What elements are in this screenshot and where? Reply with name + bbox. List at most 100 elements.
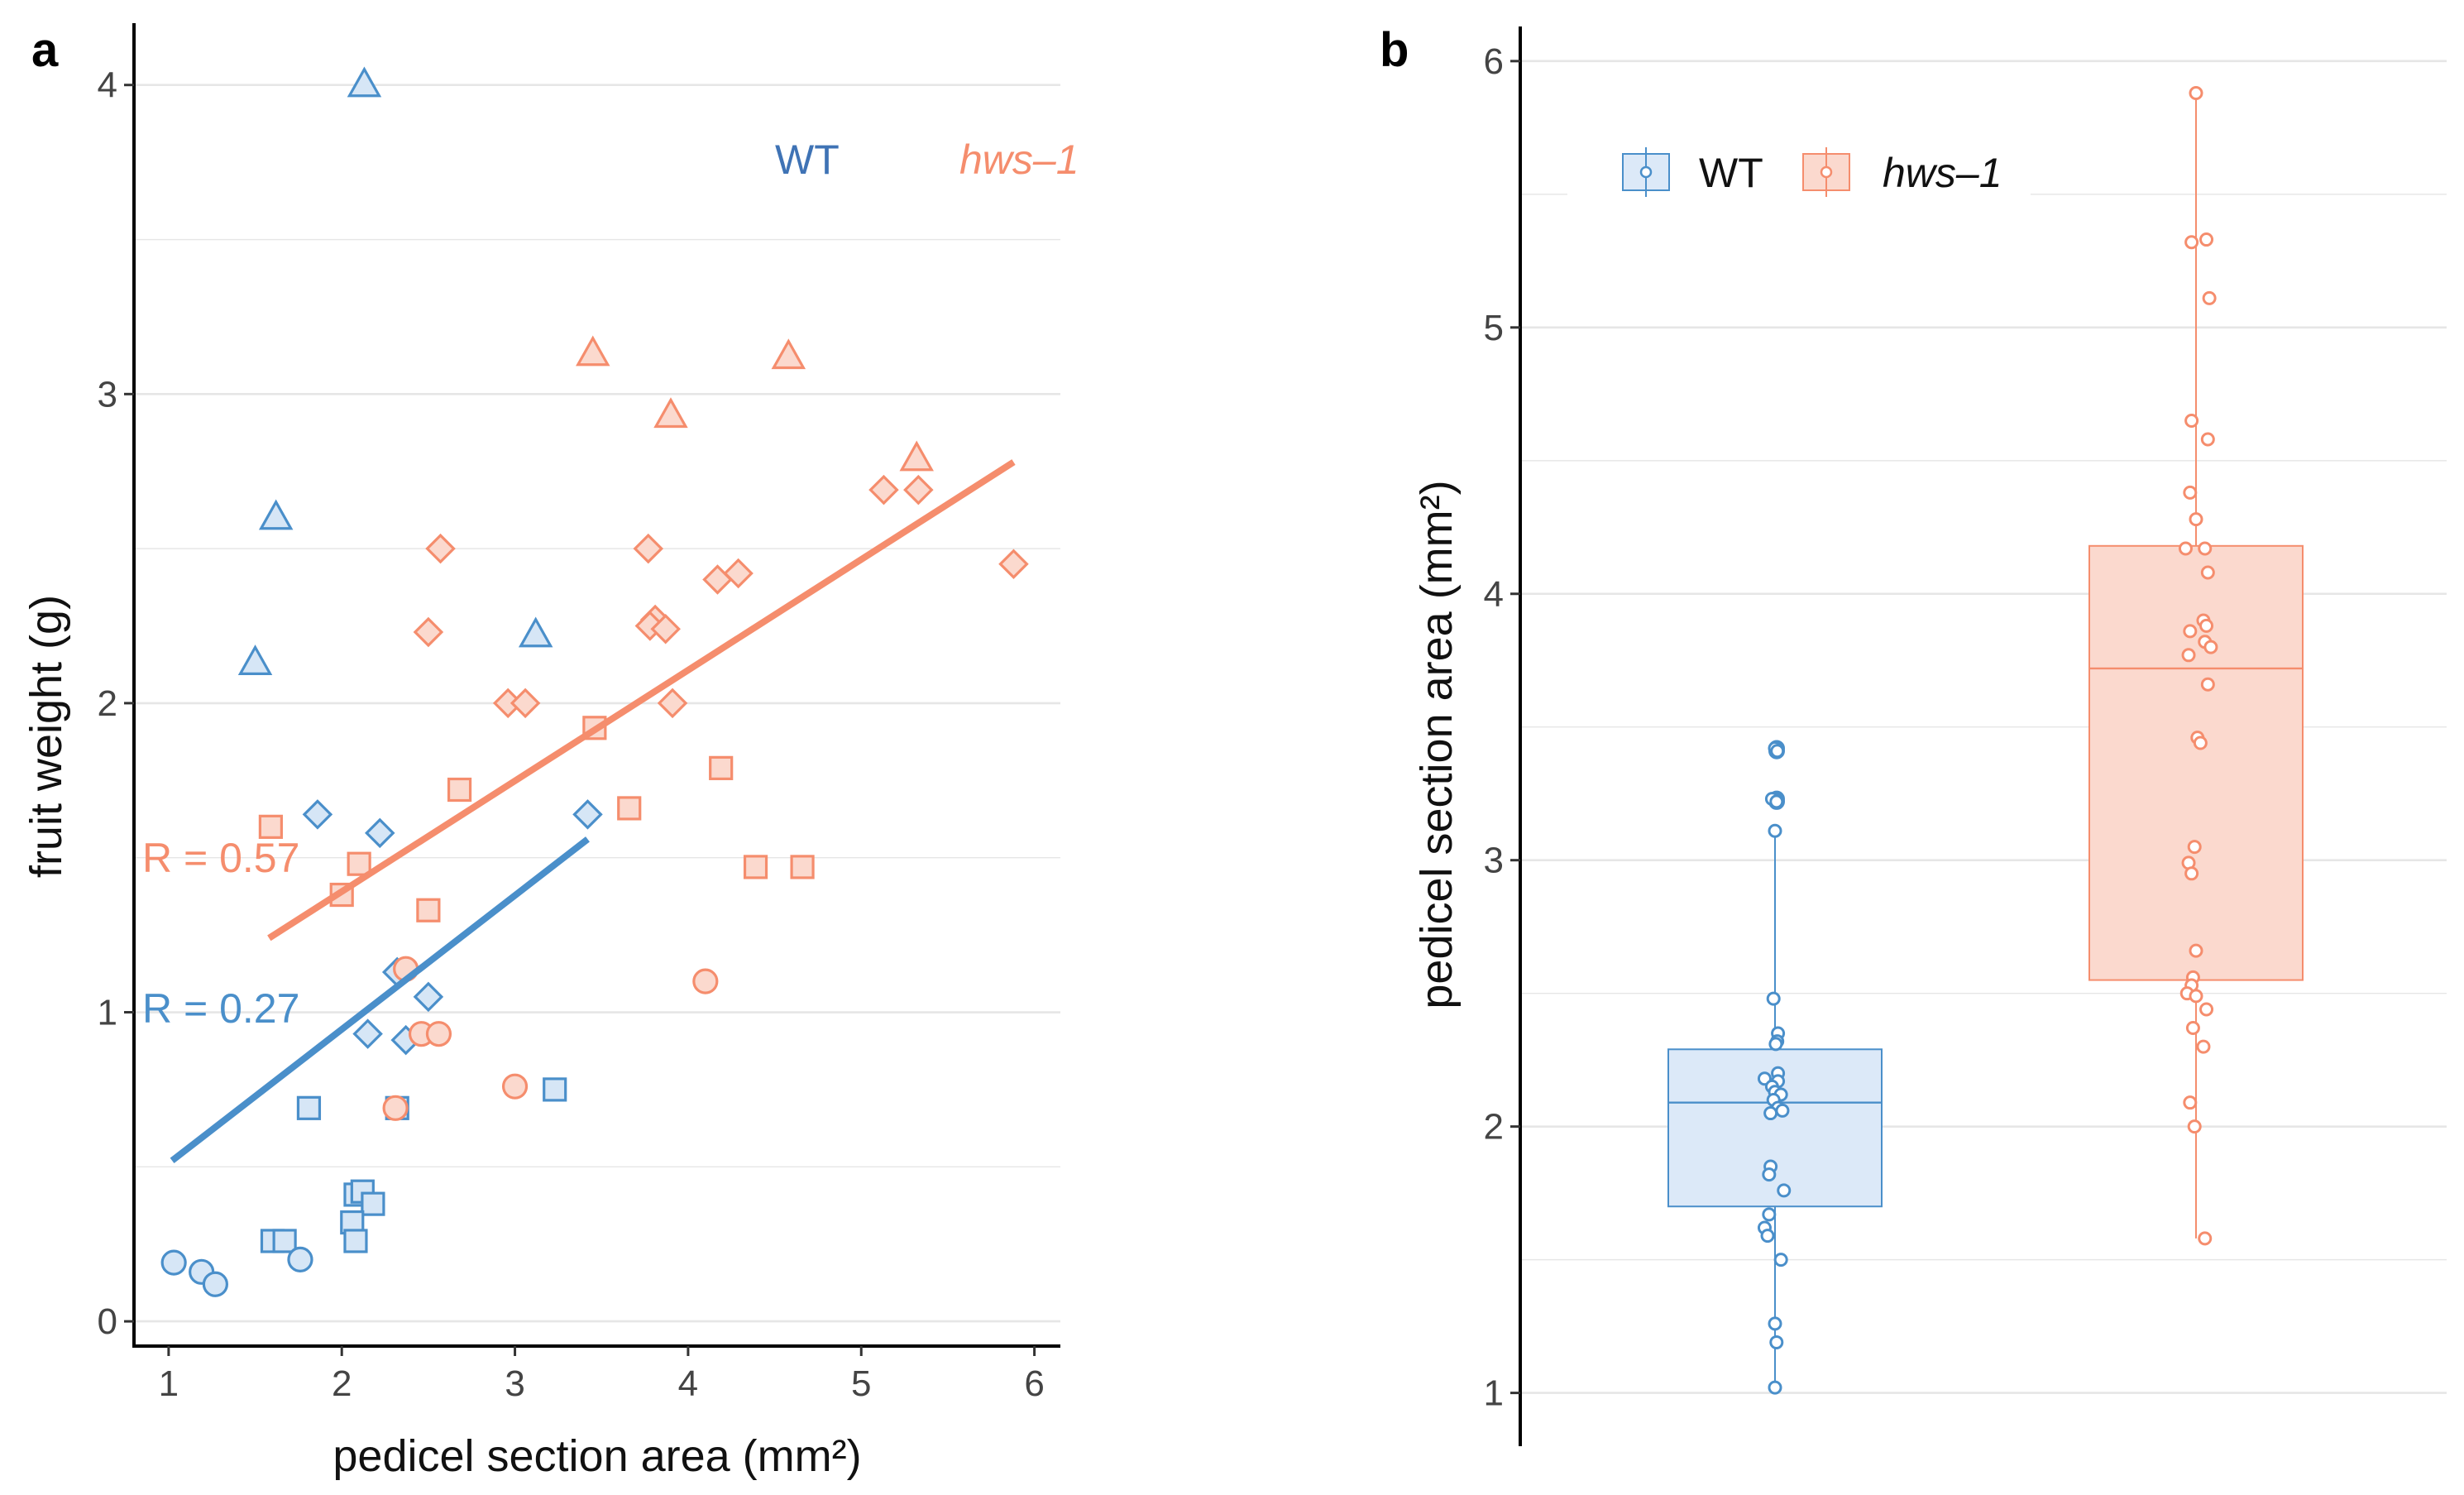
jitter-point-wt: [1768, 1380, 1782, 1395]
legend-key-dot: [1639, 165, 1653, 179]
panel-a-points: [160, 66, 1029, 1297]
jitter-point-wt: [1760, 1229, 1775, 1243]
point-hws-circle: [501, 1073, 529, 1100]
point-wt-circle: [160, 1249, 187, 1276]
point-wt-square: [296, 1095, 322, 1120]
legend-label-hws: hws–1: [959, 137, 1079, 183]
point-wt-triangle: [347, 66, 382, 98]
jitter-point-wt: [1766, 991, 1781, 1006]
jitter-point-hws: [2189, 943, 2203, 958]
point-wt-circle: [287, 1246, 313, 1272]
point-hws-diamond: [657, 688, 688, 719]
jitter-point-hws: [2184, 866, 2199, 881]
panel-a-x-tick-label: 3: [505, 1363, 524, 1404]
panel-a-y-axis-title: fruit weight (g): [22, 595, 71, 878]
panel-a-y-tick-label: 0: [98, 1301, 117, 1342]
jitter-point-wt: [1777, 1183, 1792, 1198]
jitter-point-hws: [2200, 432, 2215, 447]
legend-key-hws: [1802, 147, 1850, 197]
panel-a-axes: [132, 23, 1060, 1348]
jitter-point-hws: [2199, 618, 2214, 633]
point-hws-circle: [425, 1021, 452, 1047]
point-wt-triangle: [258, 499, 294, 530]
panel-b-legend: WT hws–1: [1567, 147, 2031, 204]
jitter-point-hws: [2203, 640, 2218, 654]
point-wt-square: [361, 1191, 385, 1216]
panel-a-ticks: 0 1 2 3 4 1 2 3 4 5 6: [98, 65, 1045, 1404]
point-hws-square: [743, 855, 768, 879]
legend-label-wt: WT: [1699, 150, 1763, 196]
jitter-point-hws: [2178, 541, 2193, 556]
legend-label-wt: WT: [775, 137, 840, 183]
r-label-hws: R = 0.57: [142, 835, 299, 881]
panel-b-y-tick-label: 3: [1484, 841, 1504, 881]
point-wt-diamond: [413, 981, 444, 1013]
panel-a-fit-lines: [170, 459, 1016, 1164]
panel-b-ticks: 1 2 3 4 5 6: [1484, 41, 1520, 1414]
panel-a-y-tick-label: 1: [98, 993, 117, 1033]
point-hws-square: [416, 898, 441, 922]
jitter-point-hws: [2200, 677, 2215, 692]
panel-a-y-tick-label: 2: [98, 683, 117, 724]
point-wt-square: [543, 1077, 567, 1102]
point-hws-square: [447, 777, 472, 803]
legend-key-wt: [1622, 147, 1670, 197]
point-hws-diamond: [633, 533, 664, 564]
point-hws-diamond: [702, 564, 733, 595]
point-hws-diamond: [413, 616, 444, 648]
fit-line-wt: [170, 836, 590, 1164]
panel-a-x-tick-label: 2: [332, 1363, 352, 1404]
jitter-point-hws: [2183, 1095, 2198, 1110]
jitter-point-hws: [2187, 1119, 2202, 1134]
point-hws-diamond: [425, 533, 456, 564]
point-hws-diamond: [868, 474, 899, 506]
point-wt-square: [343, 1229, 368, 1253]
jitter-point-hws: [2189, 989, 2203, 1004]
jitter-point-hws: [2183, 624, 2198, 639]
fit-line-hws: [267, 459, 1016, 942]
jitter-point-hws: [2193, 736, 2208, 750]
jitter-point-wt: [1763, 1106, 1778, 1121]
jitter-point-hws: [2196, 1039, 2211, 1054]
box-hws: [2088, 544, 2304, 981]
panel-a-grid: [134, 84, 1060, 1323]
jitter-point-wt: [1773, 1253, 1788, 1267]
jitter-point-hws: [2202, 290, 2217, 305]
jitter-point-hws: [2189, 85, 2203, 100]
jitter-point-hws: [2185, 1021, 2200, 1036]
jitter-point-hws: [2198, 541, 2213, 556]
jitter-point-hws: [2199, 232, 2214, 247]
panel-b: b 1 2 3 4 5 6 WT hws–1 pedicel section area (…: [1380, 23, 2447, 1446]
point-hws-triangle: [771, 338, 806, 370]
panel-a-x-tick-label: 6: [1024, 1363, 1044, 1404]
panel-a-tag: a: [31, 23, 59, 77]
panel-a-x-tick-label: 4: [678, 1363, 698, 1404]
point-hws-diamond: [510, 688, 541, 719]
point-hws-square: [709, 755, 734, 780]
jitter-point-wt: [1762, 1167, 1777, 1182]
panel-a-x-axis-title: pedicel section area (mm²): [333, 1431, 861, 1481]
jitter-point-wt: [1775, 1103, 1790, 1118]
point-wt-diamond: [365, 817, 395, 849]
point-hws-diamond: [998, 549, 1029, 580]
r-label-wt: R = 0.27: [142, 985, 299, 1032]
jitter-point-hws: [2184, 235, 2199, 250]
jitter-point-hws: [2199, 1002, 2214, 1017]
point-wt-diamond: [572, 799, 603, 830]
point-hws-square: [790, 855, 815, 879]
legend-label-hws: hws–1: [1883, 150, 2002, 196]
point-hws-triangle: [653, 397, 688, 429]
panel-a-y-tick-label: 4: [98, 65, 117, 106]
panel-a-x-tick-label: 1: [159, 1363, 179, 1404]
jitter-point-hws: [2198, 1231, 2213, 1246]
jitter-point-wt: [1769, 794, 1784, 809]
point-hws-square: [617, 796, 642, 821]
point-hws-square: [347, 851, 371, 876]
jitter-point-wt: [1762, 1207, 1777, 1222]
point-hws-square: [258, 814, 283, 839]
jitter-point-hws: [2200, 565, 2215, 580]
point-hws-circle: [382, 1095, 409, 1121]
point-hws-diamond: [650, 613, 681, 644]
